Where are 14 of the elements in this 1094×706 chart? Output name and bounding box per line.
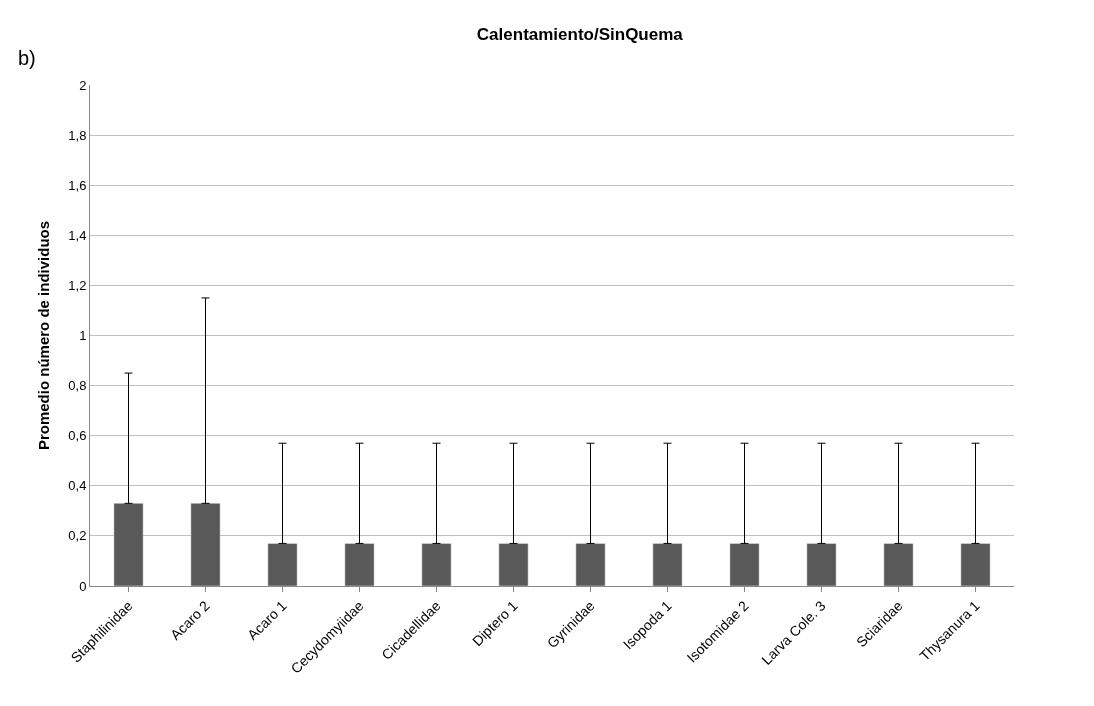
y-tick-label: 0,8 <box>68 378 87 394</box>
y-tick-label: 0,6 <box>68 428 87 444</box>
y-tick-label: 1,2 <box>68 277 87 293</box>
y-tick-label: 0,4 <box>68 478 87 494</box>
chart-title: Calentamiento/SinQuema <box>476 25 684 45</box>
y-tick-label: 1,6 <box>68 177 87 193</box>
text: b) <box>18 47 36 69</box>
y-tick-label: 0,2 <box>68 528 87 544</box>
y-tick-label: 1 <box>79 328 87 344</box>
y-tick-label: 2 <box>79 77 87 93</box>
y-tick-label: 0 <box>79 578 87 594</box>
y-tick-label: 1,4 <box>68 227 87 243</box>
y-axis-title: Promedio número de individuos <box>34 220 52 451</box>
y-tick-label: 1,8 <box>68 127 87 143</box>
